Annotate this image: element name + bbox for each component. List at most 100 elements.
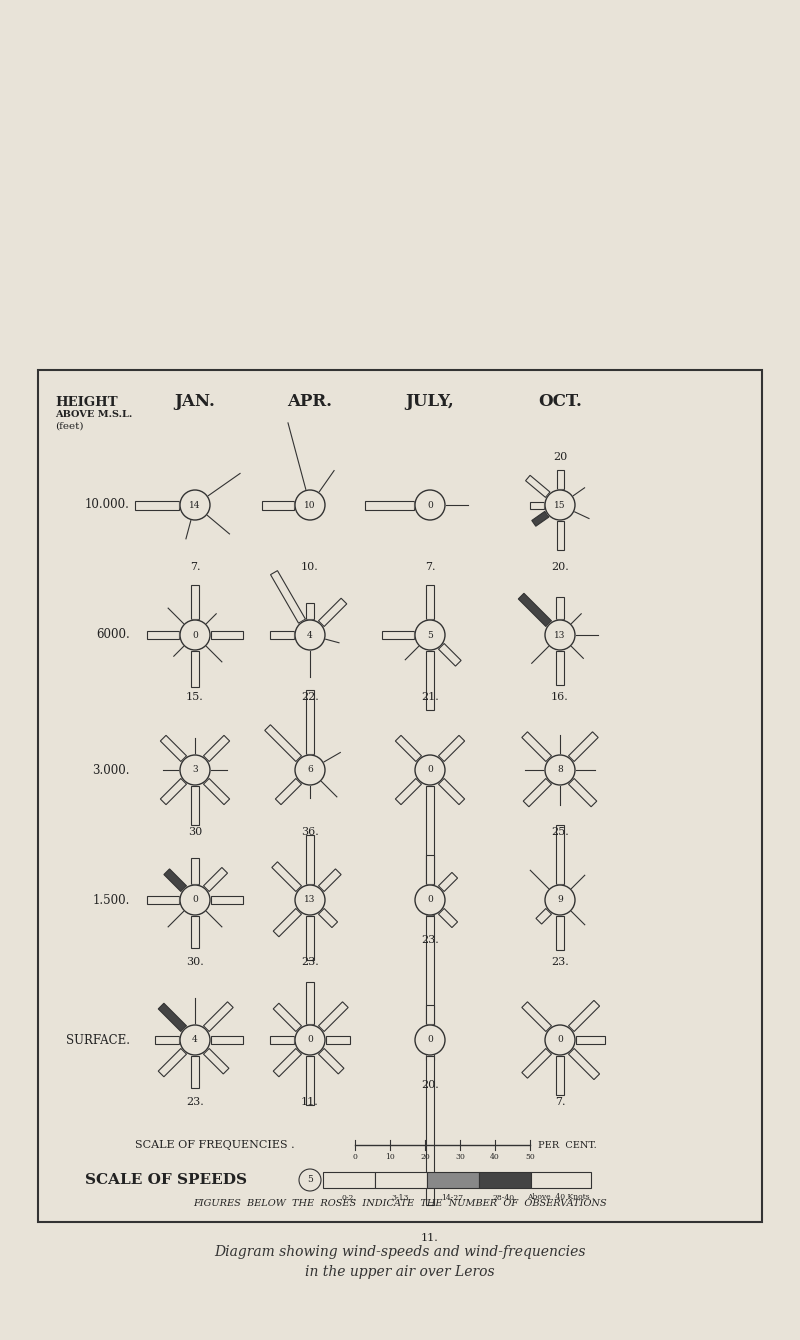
Polygon shape [275, 779, 302, 804]
Polygon shape [569, 732, 598, 761]
Text: SURFACE.: SURFACE. [66, 1033, 130, 1047]
Text: 23.: 23. [301, 957, 319, 967]
Polygon shape [147, 631, 179, 639]
Polygon shape [203, 1048, 229, 1073]
Text: (feet): (feet) [55, 422, 83, 431]
Polygon shape [522, 732, 551, 761]
Text: 10.000.: 10.000. [85, 498, 130, 512]
Bar [427, 1172, 479, 1189]
Text: 0: 0 [427, 501, 433, 509]
Polygon shape [536, 909, 551, 925]
Text: 20: 20 [553, 452, 567, 462]
Text: 14-27,: 14-27, [441, 1193, 466, 1201]
Bar [323, 1172, 375, 1189]
Polygon shape [523, 779, 551, 807]
Polygon shape [270, 1036, 294, 1044]
Polygon shape [318, 868, 341, 891]
Circle shape [295, 1025, 325, 1055]
Polygon shape [265, 725, 302, 761]
Polygon shape [274, 1048, 302, 1077]
Polygon shape [191, 917, 199, 947]
Text: 40: 40 [490, 1152, 500, 1160]
Polygon shape [135, 501, 179, 509]
Text: 11.: 11. [301, 1097, 319, 1107]
Text: 21.: 21. [421, 691, 439, 702]
Polygon shape [557, 470, 563, 489]
Circle shape [180, 884, 210, 915]
Text: 5: 5 [427, 631, 433, 639]
Polygon shape [191, 858, 199, 884]
Circle shape [545, 884, 575, 915]
Text: 7.: 7. [554, 1097, 566, 1107]
Bar [38, 370, 762, 1222]
Text: 0: 0 [307, 1036, 313, 1044]
Text: 8: 8 [557, 765, 563, 775]
Text: 30: 30 [188, 827, 202, 838]
Text: OCT.: OCT. [538, 393, 582, 410]
Text: ABOVE M.S.L.: ABOVE M.S.L. [55, 410, 132, 419]
Polygon shape [155, 1036, 179, 1044]
Polygon shape [426, 586, 434, 619]
Text: 0: 0 [192, 895, 198, 904]
Text: 0: 0 [427, 1036, 433, 1044]
Polygon shape [191, 787, 199, 825]
Text: 14: 14 [190, 501, 201, 509]
Text: 0: 0 [557, 1036, 563, 1044]
Polygon shape [326, 1036, 350, 1044]
Polygon shape [532, 512, 549, 527]
Text: FIGURES  BELOW  THE  ROSES  INDICATE  THE  NUMBER  OF  OBSERVATIONS: FIGURES BELOW THE ROSES INDICATE THE NUM… [193, 1199, 607, 1209]
Polygon shape [191, 586, 199, 619]
Polygon shape [318, 909, 338, 927]
Text: 25.: 25. [551, 827, 569, 838]
Polygon shape [569, 1048, 599, 1080]
Polygon shape [557, 521, 563, 549]
Text: 10: 10 [385, 1152, 395, 1160]
Text: HEIGHT: HEIGHT [55, 397, 118, 409]
Circle shape [415, 490, 445, 520]
Circle shape [415, 884, 445, 915]
Text: 4: 4 [192, 1036, 198, 1044]
Polygon shape [270, 571, 306, 623]
Polygon shape [160, 736, 186, 761]
Polygon shape [556, 917, 564, 950]
Text: Diagram showing wind-speeds and wind-frequencies: Diagram showing wind-speeds and wind-fre… [214, 1245, 586, 1260]
Text: PER  CENT.: PER CENT. [538, 1140, 597, 1150]
Text: SCALE OF SPEEDS: SCALE OF SPEEDS [85, 1172, 247, 1187]
Text: 50: 50 [525, 1152, 535, 1160]
Polygon shape [395, 779, 422, 804]
Polygon shape [262, 501, 294, 509]
Text: 13: 13 [554, 631, 566, 639]
Text: 0: 0 [353, 1152, 358, 1160]
Polygon shape [438, 872, 458, 891]
Polygon shape [191, 1056, 199, 1088]
Polygon shape [318, 1002, 348, 1032]
Text: 15.: 15. [186, 691, 204, 702]
Text: 0: 0 [427, 765, 433, 775]
Polygon shape [365, 501, 414, 509]
Circle shape [295, 884, 325, 915]
Polygon shape [306, 835, 314, 884]
Text: 0: 0 [427, 895, 433, 904]
Text: 5: 5 [307, 1175, 313, 1185]
Text: 23.: 23. [186, 1097, 204, 1107]
Text: 11.: 11. [421, 1233, 439, 1244]
Polygon shape [306, 603, 314, 619]
Polygon shape [211, 1036, 243, 1044]
Polygon shape [426, 855, 434, 884]
Polygon shape [306, 982, 314, 1024]
Polygon shape [438, 736, 465, 761]
Polygon shape [530, 501, 544, 508]
Text: 28-40,: 28-40, [493, 1193, 518, 1201]
Text: 7.: 7. [190, 561, 200, 572]
Text: 36.: 36. [301, 827, 319, 838]
Polygon shape [426, 787, 434, 915]
Polygon shape [274, 909, 302, 937]
Polygon shape [203, 779, 230, 804]
Text: 23.: 23. [551, 957, 569, 967]
Polygon shape [147, 896, 179, 904]
Text: 3-13,: 3-13, [391, 1193, 411, 1201]
Polygon shape [270, 631, 294, 639]
Polygon shape [211, 631, 243, 639]
Polygon shape [426, 1005, 434, 1024]
Polygon shape [272, 862, 302, 891]
